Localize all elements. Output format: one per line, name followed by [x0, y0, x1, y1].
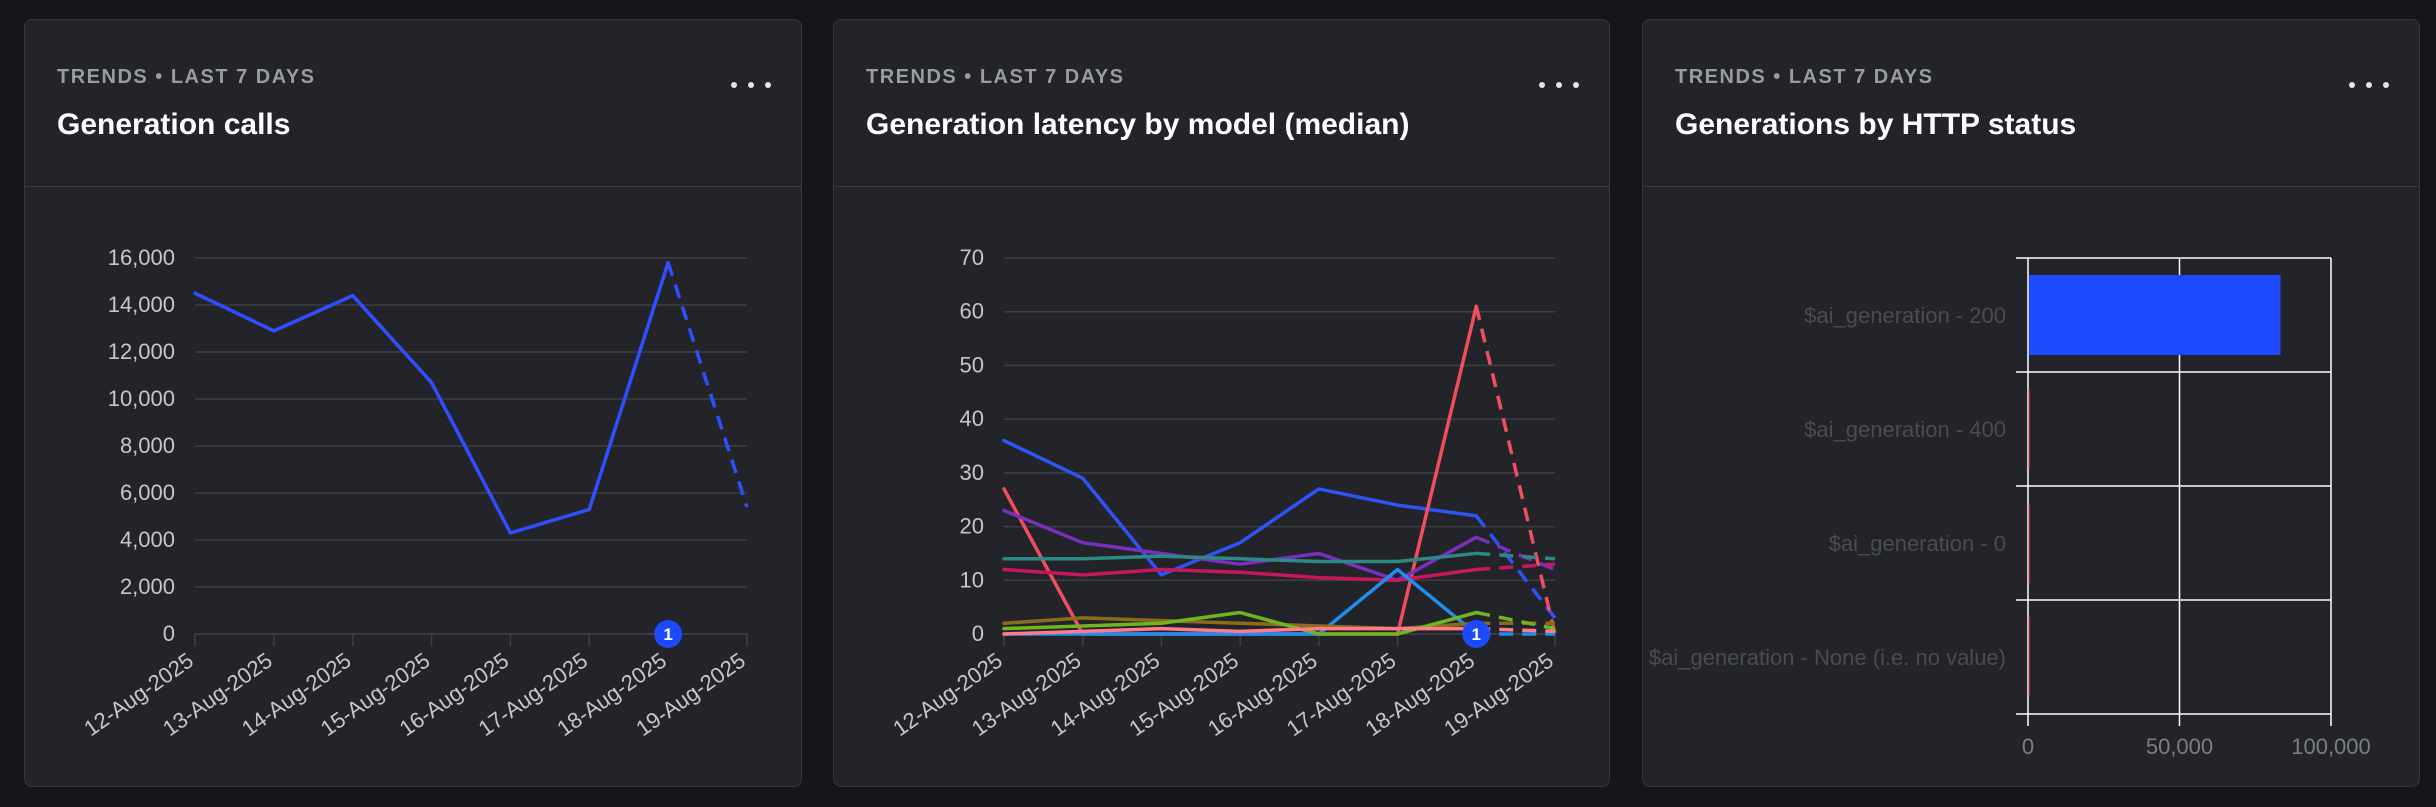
- y-tick-label: 30: [960, 460, 984, 485]
- series-line-incomplete[interactable]: [1474, 514, 1557, 619]
- card-title[interactable]: Generation latency by model (median): [866, 108, 1410, 141]
- insight-card-generation-latency: TRENDS • LAST 7 DAYS Generation latency …: [833, 19, 1610, 787]
- generation-latency-chart: 01020304050607012-Aug-202513-Aug-202514-…: [888, 245, 1558, 741]
- y-tick-label: 4,000: [120, 527, 175, 552]
- y-tick-label: 40: [960, 406, 984, 431]
- series-line-incomplete[interactable]: [1474, 305, 1557, 635]
- y-tick-label: 0: [163, 621, 175, 646]
- category-label: $ai_generation - 200: [1804, 303, 2006, 328]
- card-title[interactable]: Generation calls: [57, 108, 291, 141]
- series-line-incomplete[interactable]: [666, 262, 749, 508]
- card-header: TRENDS • LAST 7 DAYS Generation calls: [25, 20, 801, 187]
- series-line-incomplete[interactable]: [1476, 626, 1556, 634]
- y-tick-label: 6,000: [120, 480, 175, 505]
- series-line-incomplete[interactable]: [1475, 610, 1556, 631]
- series-line[interactable]: [1002, 551, 1479, 564]
- y-tick-label: 20: [960, 514, 984, 539]
- category-label: $ai_generation - 0: [1829, 531, 2006, 556]
- series-line[interactable]: [1002, 610, 1479, 636]
- series-line-incomplete[interactable]: [1476, 562, 1556, 572]
- insight-card-http-status: TRENDS • LAST 7 DAYS Generations by HTTP…: [1642, 19, 2420, 787]
- y-tick-label: 8,000: [120, 433, 175, 458]
- card-eyebrow: TRENDS • LAST 7 DAYS: [57, 66, 316, 88]
- more-horizontal-icon[interactable]: [2349, 78, 2389, 92]
- x-tick-label: 0: [2022, 734, 2034, 759]
- generation-calls-chart: 0 2,000 4,000 6,000 8,000 10,000 12,000 14,000 1…: [79, 245, 750, 741]
- bar[interactable]: [2029, 275, 2281, 355]
- insight-card-generation-calls: TRENDS • LAST 7 DAYS Generation calls 0 2…: [24, 19, 802, 787]
- annotation-count: 1: [1472, 625, 1481, 644]
- series-line[interactable]: [1002, 438, 1479, 577]
- series-line[interactable]: [1002, 304, 1479, 636]
- series-line[interactable]: [1002, 567, 1479, 583]
- x-tick-label: 100,000: [2291, 734, 2371, 759]
- y-tick-label: 10: [960, 567, 984, 592]
- series-line[interactable]: [193, 260, 670, 535]
- y-tick-label: 12,000: [108, 339, 175, 364]
- y-tick-label: 70: [960, 245, 984, 270]
- y-tick-label: 16,000: [108, 245, 175, 270]
- series-line-incomplete[interactable]: [1476, 551, 1556, 561]
- y-tick-label: 10,000: [108, 386, 175, 411]
- bar[interactable]: [2028, 617, 2030, 697]
- card-title[interactable]: Generations by HTTP status: [1675, 108, 2077, 141]
- card-eyebrow: TRENDS • LAST 7 DAYS: [866, 66, 1125, 88]
- bar[interactable]: [2028, 503, 2030, 583]
- y-tick-label: 2,000: [120, 574, 175, 599]
- bar[interactable]: [2028, 389, 2030, 469]
- y-tick-label: 50: [960, 352, 984, 377]
- more-horizontal-icon[interactable]: [731, 78, 771, 92]
- annotation-marker-icon[interactable]: [1462, 620, 1491, 648]
- annotation-count: 1: [663, 625, 672, 644]
- y-tick-label: 60: [960, 299, 984, 324]
- series-line[interactable]: [1002, 626, 1479, 636]
- series-line[interactable]: [1002, 508, 1479, 583]
- card-header: TRENDS • LAST 7 DAYS Generation latency …: [834, 20, 1609, 187]
- series-line-incomplete[interactable]: [1475, 535, 1556, 572]
- http-status-bar-chart: 0 50,000 100,000 $ai_generation - 200 $ai_ge…: [1649, 257, 2371, 759]
- card-header: TRENDS • LAST 7 DAYS Generations by HTTP…: [1643, 20, 2419, 187]
- annotation-marker-icon[interactable]: [654, 620, 683, 648]
- x-tick-label: 50,000: [2146, 734, 2213, 759]
- card-eyebrow: TRENDS • LAST 7 DAYS: [1675, 66, 1934, 88]
- category-label: $ai_generation - 400: [1804, 417, 2006, 442]
- y-tick-label: 0: [972, 621, 984, 646]
- category-label: $ai_generation - None (i.e. no value): [1649, 645, 2006, 670]
- more-horizontal-icon[interactable]: [1539, 78, 1579, 92]
- series-line[interactable]: [1002, 567, 1479, 636]
- y-tick-label: 14,000: [108, 292, 175, 317]
